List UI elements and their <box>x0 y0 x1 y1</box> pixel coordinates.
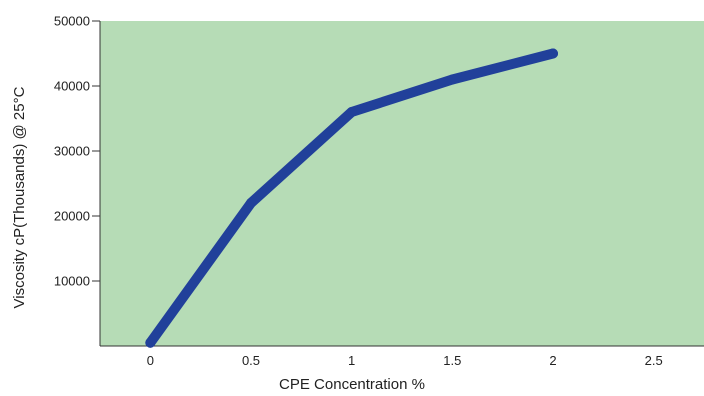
x-axis: 0 0.5 1 1.5 2 2.5 <box>100 345 704 368</box>
x-tick-label: 1 <box>348 353 355 368</box>
y-axis: 10000 20000 30000 40000 50000 <box>54 14 101 346</box>
plot-area <box>100 21 704 346</box>
x-tick-label: 0 <box>147 353 154 368</box>
data-point <box>145 337 156 348</box>
y-tick-label: 20000 <box>54 209 90 224</box>
data-point <box>548 48 558 59</box>
y-tick-label: 40000 <box>54 79 90 94</box>
data-point <box>447 74 458 85</box>
y-tick-label: 30000 <box>54 144 90 159</box>
x-axis-title: CPE Concentration % <box>279 376 425 393</box>
y-tick-label: 10000 <box>54 274 90 289</box>
series-layer <box>145 48 558 348</box>
x-tick-label: 2 <box>549 353 556 368</box>
y-tick-label: 50000 <box>54 14 90 29</box>
x-tick-label: 1.5 <box>443 353 461 368</box>
data-point <box>246 198 256 208</box>
data-point <box>346 107 357 117</box>
x-tick-label: 0.5 <box>242 353 260 368</box>
x-tick-label: 2.5 <box>645 353 663 368</box>
y-axis-title: Viscosity cP(Thousands) @ 25°C <box>11 86 28 308</box>
